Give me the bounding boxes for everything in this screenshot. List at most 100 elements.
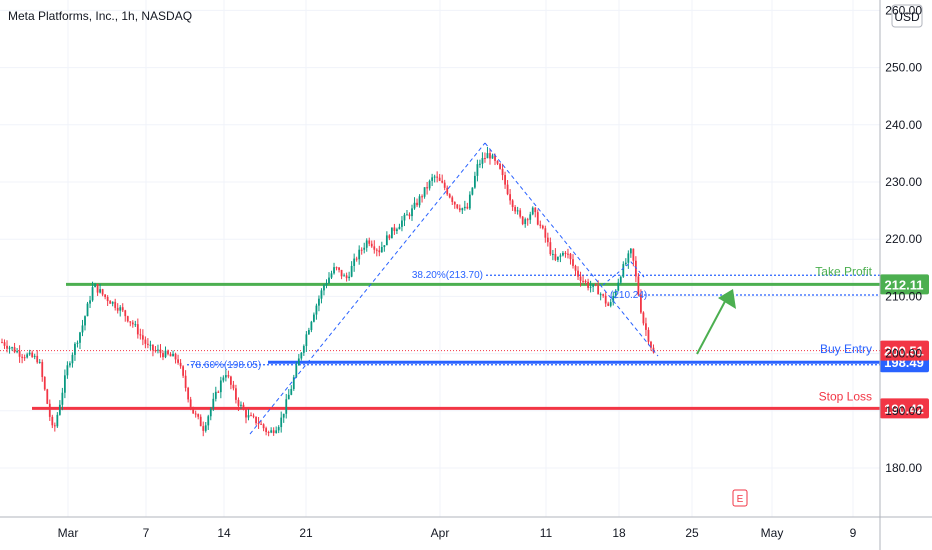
candle-body	[489, 153, 491, 159]
candle-body	[368, 240, 371, 244]
candle-body	[463, 206, 466, 209]
y-tick-label: 250.00	[885, 61, 922, 75]
candle-body	[21, 356, 24, 358]
candle-body	[509, 194, 512, 201]
level-lines	[0, 274, 880, 410]
candle-body	[504, 175, 506, 185]
candle-body	[446, 187, 449, 195]
candle-body	[375, 249, 378, 251]
candle-body	[411, 208, 413, 217]
candle-body	[491, 155, 494, 159]
candle-body	[486, 153, 489, 159]
candle-body	[471, 187, 474, 195]
candle-body	[416, 202, 418, 206]
candle-body	[519, 210, 522, 217]
candle-body	[602, 294, 605, 296]
candle-body	[328, 277, 330, 284]
candle-body	[240, 404, 242, 406]
candle-body	[69, 363, 71, 366]
currency-button[interactable]	[891, 4, 923, 28]
candle-body	[650, 341, 652, 348]
candle-body	[380, 247, 383, 253]
level-badge	[880, 398, 929, 419]
candle-body	[235, 388, 237, 400]
candle-body	[373, 246, 376, 250]
candle-body	[383, 245, 386, 248]
candle-body	[43, 377, 46, 390]
candle-body	[456, 204, 459, 209]
projection-arrow[interactable]	[696, 291, 731, 355]
candle-body	[345, 275, 348, 279]
y-tick-label: 190.00	[885, 404, 922, 418]
candle-body	[172, 353, 174, 357]
candle-body	[569, 253, 572, 260]
abcd-leg-small[interactable]	[602, 261, 645, 286]
candle-body	[255, 416, 257, 424]
candle-body	[541, 225, 544, 229]
candle-body	[642, 312, 645, 324]
candle-body	[189, 399, 192, 407]
candle-body	[433, 176, 436, 178]
candle-body	[237, 399, 240, 406]
candle-body	[426, 187, 428, 189]
candle-body	[378, 250, 381, 253]
candle-body	[287, 394, 290, 400]
level-badge	[880, 274, 929, 295]
candle-body	[597, 285, 600, 295]
candle-body	[164, 350, 167, 358]
earnings-event-marker[interactable]	[732, 489, 748, 507]
candle-body	[126, 316, 129, 322]
candle-body	[612, 296, 615, 303]
candle-body	[219, 380, 222, 393]
candle-body	[101, 289, 104, 295]
candle-body	[16, 351, 18, 353]
candle-body	[396, 229, 398, 232]
candle-body	[431, 177, 434, 181]
candle-body	[207, 416, 210, 426]
candle-body	[41, 361, 44, 378]
candle-body	[592, 284, 595, 287]
candle-body	[6, 345, 8, 349]
candle-body	[162, 353, 164, 358]
x-tick-label: 9	[850, 526, 857, 540]
candle-body	[320, 290, 323, 299]
candle-body	[406, 214, 408, 216]
candle-body	[149, 344, 152, 346]
abcd-leg-1[interactable]	[249, 142, 486, 435]
candle-body	[333, 267, 335, 274]
candle-body	[129, 321, 132, 323]
candle-body	[187, 387, 190, 400]
candle-body	[1, 342, 3, 344]
x-tick-label: May	[761, 526, 784, 540]
candle-body	[297, 358, 300, 366]
candle-body	[531, 207, 534, 215]
candle-body	[23, 357, 26, 359]
candle-body	[572, 259, 574, 266]
candle-body	[428, 180, 431, 189]
candle-body	[468, 194, 471, 209]
candle-body	[562, 252, 564, 256]
candle-body	[340, 269, 343, 277]
candle-body	[179, 362, 182, 367]
candle-body	[640, 294, 642, 313]
abcd-leg-2[interactable]	[484, 142, 659, 357]
candle-body	[307, 330, 310, 335]
candle-body	[51, 416, 54, 426]
candle-body	[280, 417, 283, 428]
candle-body	[579, 276, 582, 281]
candle-body	[323, 285, 325, 291]
candle-body	[247, 415, 250, 418]
fib-level-label: (210.24)	[610, 290, 647, 301]
candle-body	[84, 316, 86, 326]
candle-body	[494, 155, 496, 161]
candle-body	[338, 267, 340, 270]
candle-body	[441, 180, 444, 183]
candle-body	[53, 425, 56, 427]
candle-body	[554, 253, 557, 260]
candle-body	[501, 168, 504, 176]
candle-body	[358, 249, 361, 260]
candle-body	[111, 301, 114, 304]
candle-body	[63, 375, 66, 393]
